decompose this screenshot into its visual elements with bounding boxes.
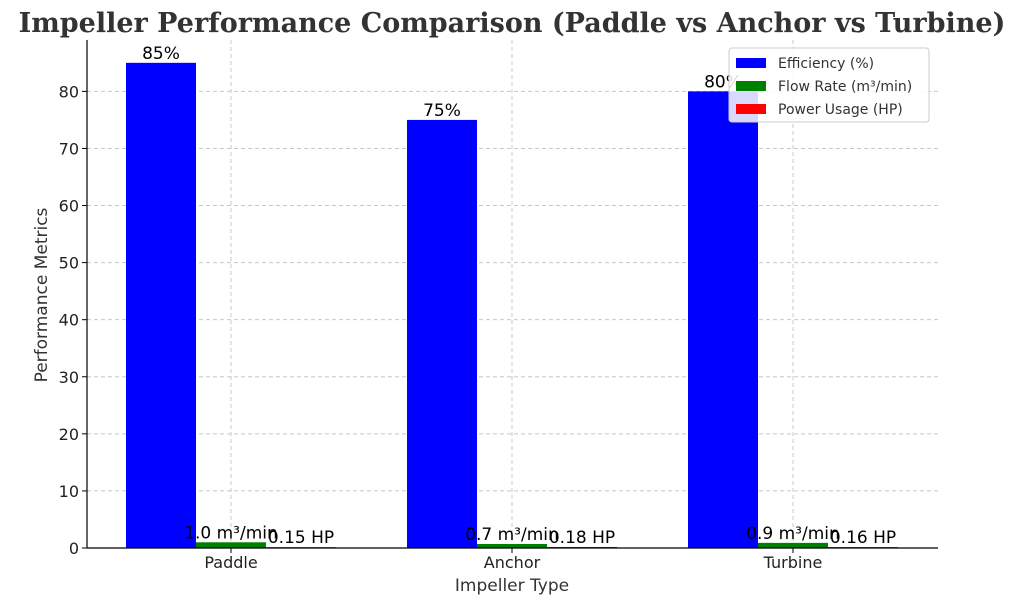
- x-tick-label: Turbine: [763, 553, 823, 572]
- y-tick-label: 0: [69, 539, 79, 558]
- grid: [87, 40, 938, 549]
- y-tick-label: 70: [59, 139, 79, 158]
- data-label: 75%: [423, 101, 461, 121]
- legend-swatch: [736, 81, 766, 91]
- legend-label: Flow Rate (m³/min): [778, 79, 912, 95]
- data-labels: 85%75%80%1.0 m³/min 0.7 m³/min 0.9 m³/min0…: [142, 44, 896, 548]
- data-label: 0.9 m³/min: [746, 524, 840, 544]
- legend-swatch: [736, 104, 766, 114]
- data-label: 0.15 HP: [268, 528, 334, 548]
- x-axis-label: Impeller Type: [455, 576, 569, 596]
- bars: [126, 62, 898, 549]
- y-tick-label: 50: [59, 254, 79, 273]
- x-tick-label: Anchor: [484, 553, 541, 572]
- legend-label: Efficiency (%): [778, 56, 874, 72]
- data-label: 1.0 m³/min: [184, 523, 278, 543]
- y-tick-label: 80: [59, 82, 79, 101]
- y-tick-label: 30: [59, 368, 79, 387]
- y-tick-label: 60: [59, 197, 79, 216]
- bar: [758, 542, 828, 548]
- data-label: 0.7 m³/min: [465, 525, 559, 545]
- bar: [688, 91, 758, 548]
- bar: [477, 544, 547, 548]
- y-tick-label: 20: [59, 425, 79, 444]
- y-tick-label: 10: [59, 482, 79, 501]
- legend-label: Power Usage (HP): [778, 102, 903, 118]
- data-label: 0.18 HP: [549, 528, 615, 548]
- data-label: 0.16 HP: [830, 528, 896, 548]
- bar: [126, 62, 196, 549]
- bar: [196, 542, 266, 548]
- legend-swatch: [736, 58, 766, 68]
- y-tick-label: 40: [59, 311, 79, 330]
- data-label: 85%: [142, 44, 180, 64]
- x-tick-label: Paddle: [204, 553, 257, 572]
- bar: [407, 119, 477, 549]
- y-axis-label: Performance Metrics: [32, 207, 52, 382]
- ticks: 0 10 20 30 40 50 60 70 80 Paddle Anchor Turbine: [59, 82, 823, 572]
- legend-box: [728, 47, 930, 123]
- legend: Efficiency (%) Flow Rate (m³/min) Power Us…: [728, 47, 930, 123]
- chart-title: Impeller Performance Comparison (Paddle …: [19, 8, 1006, 39]
